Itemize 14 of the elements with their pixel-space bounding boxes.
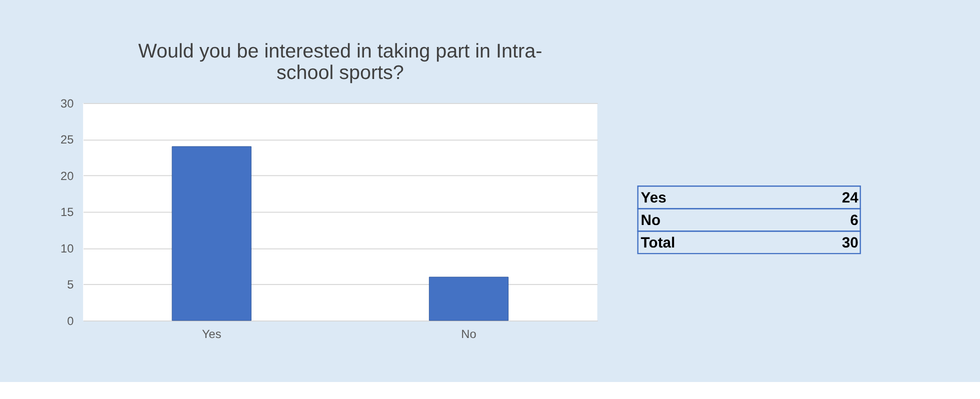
text: No [640, 212, 661, 229]
y-tick-label: 25 [60, 132, 74, 147]
y-tick-label: 10 [60, 241, 74, 256]
y-tick-label: 30 [60, 96, 74, 110]
chart-title: Would you be interested in taking part in Intra-school sports? [138, 40, 542, 84]
text: Total [640, 235, 676, 252]
text: 30 [842, 235, 858, 252]
text: 24 [842, 190, 860, 206]
y-tick-label: 20 [60, 168, 74, 183]
text: 6 [850, 212, 858, 229]
y-tick-label: 0 [67, 314, 74, 328]
y-tick-label: 5 [67, 278, 74, 292]
y-tick-label: 15 [60, 205, 74, 220]
text: Yes [640, 190, 666, 206]
